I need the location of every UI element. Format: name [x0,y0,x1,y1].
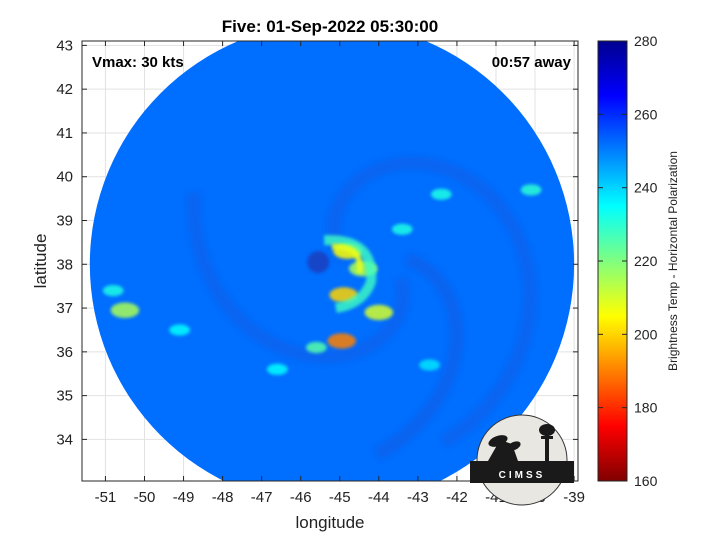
x-tick-label: -45 [329,489,351,506]
x-tick-label: -47 [251,489,273,506]
vmax-annotation: Vmax: 30 kts [92,54,184,71]
convective-blob [169,324,191,336]
y-tick-label: 34 [56,431,73,448]
storm-eye [307,251,330,274]
convective-blob [266,363,288,375]
x-tick-label: -39 [563,489,585,506]
colorbar-tick-label: 220 [634,253,658,269]
colorbar-tick-label: 180 [634,400,658,416]
y-tick-label: 38 [56,256,73,273]
time-away-annotation: 00:57 away [492,54,572,71]
colorbar-tick-label: 260 [634,106,658,122]
x-tick-label: -44 [368,489,390,506]
y-tick-label: 37 [56,300,73,317]
colorbar-tick-label: 240 [634,180,658,196]
y-tick-label: 43 [56,37,73,54]
convective-features [102,184,542,375]
convective-blob [419,359,440,371]
colorbar-tick-label: 200 [634,326,658,342]
plot-frame [81,40,579,482]
axis-ticks: -51-50-49-48-47-46-45-44-43-42-41-40-393… [56,37,585,506]
eyewall-band [323,235,377,314]
colorbar-ticks: 160 180 200 220 240 260 280 [598,33,658,489]
x-tick-label: -50 [134,489,156,506]
y-tick-label: 36 [56,344,73,361]
cimss-logo: CIMSS [470,414,574,506]
convective-blob [520,184,542,196]
colorbar-tick-label: 280 [634,33,658,49]
chart-title: Five: 01-Sep-2022 05:30:00 [222,17,438,36]
x-tick-label: -49 [173,489,195,506]
convective-blob [305,341,327,354]
convective-blob [110,302,140,318]
eyewall-core [331,243,363,274]
convective-blob [364,304,394,321]
x-axis-label: longitude [295,513,364,532]
y-tick-label: 40 [56,169,73,186]
convective-blob [430,188,452,200]
x-tick-label: -48 [212,489,234,506]
y-tick-label: 35 [56,388,73,405]
convective-blob [327,333,357,349]
convective-blob [391,223,413,235]
colorbar-tick-label: 160 [634,473,658,489]
svg-text:CIMSS: CIMSS [499,470,546,481]
spiral-bands [186,155,538,461]
x-tick-label: -46 [290,489,312,506]
x-tick-label: -43 [407,489,429,506]
y-tick-label: 42 [56,81,73,98]
x-tick-label: -42 [446,489,468,506]
y-tick-label: 41 [56,125,73,142]
convective-blob [102,284,124,297]
x-tick-label: -51 [95,489,117,506]
y-tick-label: 39 [56,213,73,230]
y-axis-label: latitude [31,234,50,289]
colorbar-label: Brightness Temp - Horizontal Polarizatio… [666,151,680,371]
